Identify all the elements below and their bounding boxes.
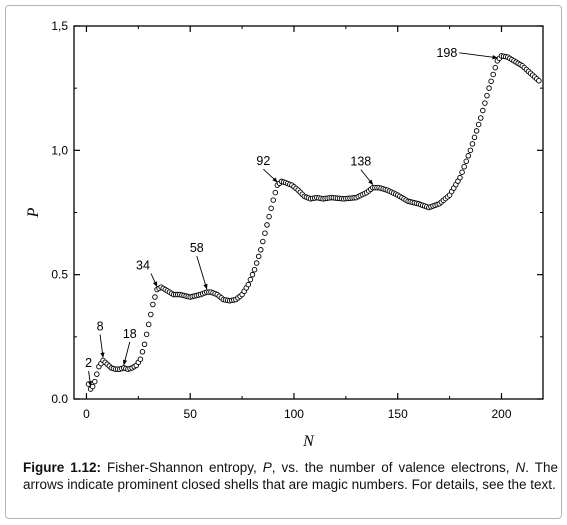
y-tick-label: 1,5 (51, 19, 68, 33)
data-point (137, 356, 144, 362)
data-point (245, 281, 252, 288)
data-point (477, 115, 484, 121)
caption-text-3: . The arrows indicate prominent closed s… (23, 460, 558, 492)
y-tick-label: 0.5 (51, 268, 68, 282)
data-point (475, 121, 482, 128)
x-tick-label: 0 (83, 407, 90, 421)
annotation-label: 58 (190, 241, 204, 255)
data-point (247, 276, 254, 283)
y-tick-label: 1,0 (51, 143, 68, 157)
data-point (480, 107, 486, 114)
caption-text-1: Fisher-Shannon entropy, (101, 460, 263, 475)
annotation-arrow (360, 169, 374, 186)
x-tick-label: 200 (491, 407, 511, 421)
caption-text-2: , vs. the number of valence electrons, (271, 460, 516, 475)
data-point (486, 85, 492, 91)
data-point (536, 77, 542, 84)
annotation-arrow (263, 168, 278, 183)
data-point (492, 64, 499, 71)
data-point (262, 230, 268, 236)
shell-annotations: 2 8 18 34 58 92 138 198 (85, 46, 498, 387)
data-point (473, 128, 480, 134)
data-point (143, 331, 150, 338)
chart-ticks: 0 50 100 150 200 0.0 0.5 1,0 1,5 (51, 19, 543, 421)
data-point (152, 294, 158, 300)
annotation-arrow (122, 341, 131, 366)
y-axis-title: P (25, 207, 42, 218)
annotation-label: 18 (123, 327, 137, 341)
data-points (85, 53, 542, 392)
data-point (145, 321, 152, 328)
y-tick-label: 0.0 (51, 392, 68, 406)
figure-label: Figure 1.12: (23, 460, 101, 475)
data-point (467, 147, 474, 154)
caption-italic-p: P (262, 460, 272, 475)
data-point (258, 247, 264, 253)
annotation-arrow (196, 255, 208, 290)
data-point (266, 213, 272, 220)
data-point (94, 371, 100, 377)
figure-frame: 0 50 100 150 200 0.0 0.5 1,0 1,5 2 8 18 34 58 92 138 19… (5, 5, 562, 519)
data-point (260, 238, 266, 245)
data-point (251, 266, 258, 273)
data-point (270, 197, 276, 203)
data-point (264, 222, 270, 228)
data-point (457, 174, 463, 181)
data-point (469, 141, 476, 147)
annotation-arrow (459, 52, 498, 60)
annotation-arrow (99, 334, 105, 358)
data-point (484, 92, 490, 99)
data-point (272, 189, 279, 196)
data-point (249, 271, 256, 278)
data-point (255, 253, 262, 260)
x-tick-label: 50 (184, 407, 198, 421)
data-point (463, 158, 469, 165)
data-point (141, 341, 148, 348)
data-point (139, 349, 146, 355)
data-point (253, 260, 260, 266)
data-point (459, 169, 465, 175)
data-point (465, 153, 472, 159)
x-tick-label: 100 (284, 407, 304, 421)
data-point (89, 383, 96, 390)
data-point (268, 205, 274, 212)
x-tick-label: 150 (388, 407, 408, 421)
caption-italic-n: N (515, 460, 526, 475)
data-point (490, 71, 496, 78)
annotation-label: 8 (97, 319, 104, 333)
figure-caption: Figure 1.12: Fisher-Shannon entropy, P, … (23, 459, 558, 493)
data-point (92, 378, 98, 385)
x-axis-title: N (302, 433, 315, 450)
annotation-label: 34 (136, 259, 150, 273)
data-point (461, 163, 467, 170)
annotation-label: 2 (85, 356, 92, 370)
annotation-arrow (150, 273, 158, 288)
data-point (150, 301, 156, 308)
annotation-arrow (87, 370, 93, 387)
chart: 0 50 100 150 200 0.0 0.5 1,0 1,5 2 8 18 34 58 92 138 19… (25, 19, 544, 450)
annotation-label: 198 (436, 46, 457, 60)
data-point (148, 311, 154, 318)
data-point (471, 134, 478, 141)
data-point (482, 100, 488, 106)
annotation-label: 92 (256, 154, 270, 168)
annotation-label: 138 (350, 155, 371, 169)
data-point (488, 78, 494, 85)
